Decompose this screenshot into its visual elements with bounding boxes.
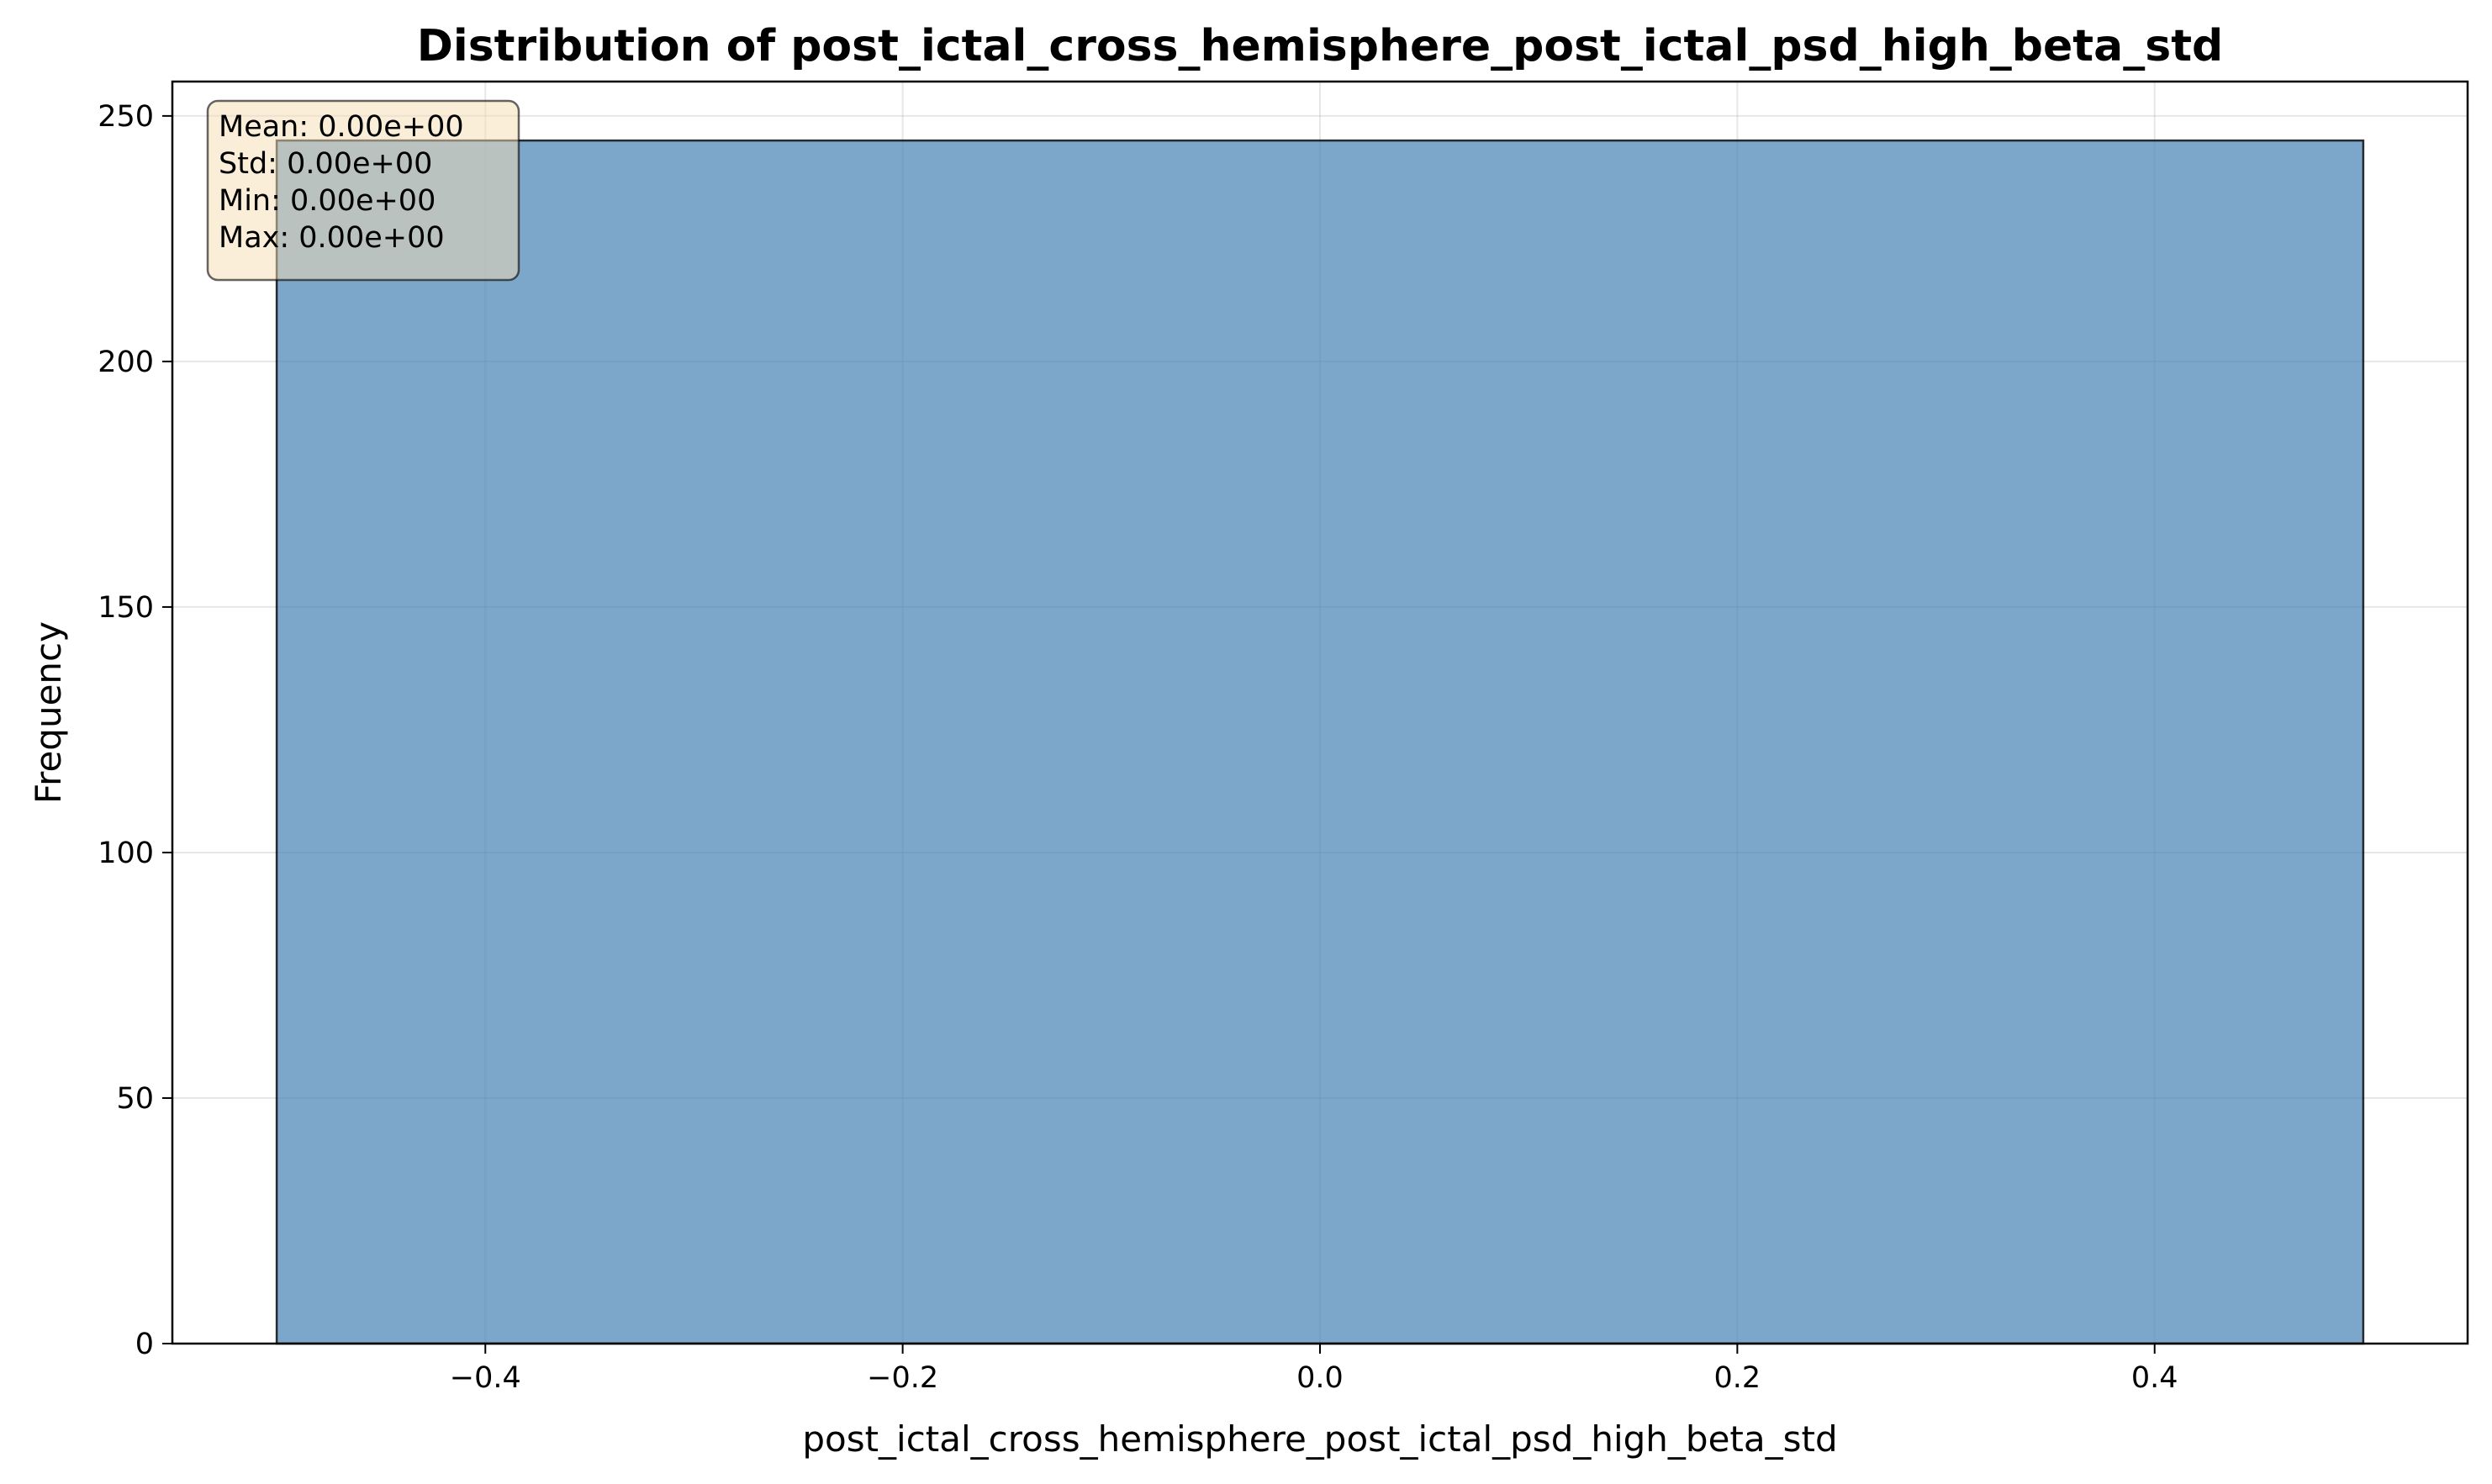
y-tick-label: 0 [135, 1328, 154, 1361]
x-tick-label: 0.4 [2131, 1361, 2178, 1395]
x-axis-label: post_ictal_cross_hemisphere_post_ictal_p… [802, 1418, 1837, 1460]
x-tick-label: −0.2 [867, 1361, 938, 1395]
histogram-bar [275, 139, 2365, 1345]
chart-title: Distribution of post_ictal_cross_hemisph… [417, 21, 2224, 71]
stats-box-background [206, 99, 520, 282]
y-tick-label: 250 [98, 100, 154, 134]
x-tick-label: −0.4 [450, 1361, 521, 1395]
histogram-bars [275, 139, 2365, 1345]
stats-line: Min: 0.00e+00 [219, 184, 436, 218]
y-tick-label: 50 [116, 1082, 154, 1116]
y-tick-label: 200 [98, 346, 154, 379]
x-tick-label: 0.0 [1296, 1361, 1344, 1395]
stats-line: Std: 0.00e+00 [219, 147, 432, 181]
y-tick-label: 100 [98, 837, 154, 870]
y-axis-label: Frequency [28, 621, 69, 804]
x-tick-label: 0.2 [1714, 1361, 1761, 1395]
stats-line: Max: 0.00e+00 [219, 221, 445, 255]
y-tick-label: 150 [98, 591, 154, 625]
axis-ticks: −0.4 −0.2 0.0 0.2 0.4 0 50 100 150 200 250 [98, 100, 2178, 1395]
stats-line: Mean: 0.00e+00 [219, 110, 464, 144]
